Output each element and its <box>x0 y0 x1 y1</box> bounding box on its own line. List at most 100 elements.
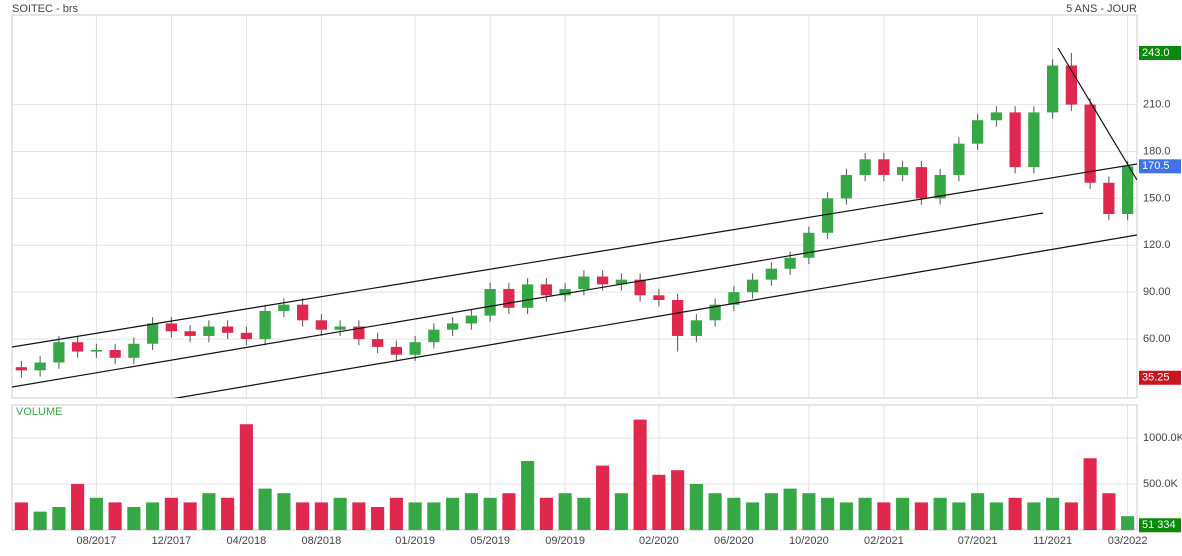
candle-body <box>240 332 252 340</box>
volume-bar <box>89 497 103 530</box>
x-tick-label: 04/2018 <box>226 535 266 547</box>
x-tick-label: 06/2020 <box>714 535 754 547</box>
volume-bar <box>333 497 347 530</box>
marks <box>14 52 1135 530</box>
chart-subtitle: 5 ANS - JOUR <box>1066 3 1137 15</box>
grid <box>12 15 1137 530</box>
volume-panel <box>11 404 1138 531</box>
candle-body <box>259 310 271 340</box>
candle-body <box>878 159 890 175</box>
candle-body <box>128 343 140 358</box>
candle-body <box>503 289 515 308</box>
volume-bar <box>821 497 835 530</box>
labels: 60.00 90.00 120.0 150.0 180.0 210.0 500.0K 1000… <box>76 45 1182 547</box>
volume-bar <box>539 497 553 530</box>
candle-body <box>634 279 646 296</box>
candle-body <box>578 276 590 290</box>
candle-body <box>484 289 496 316</box>
candle-body <box>72 342 84 352</box>
volume-bar <box>877 502 891 530</box>
y-tick-label: 1000.0K <box>1143 432 1182 444</box>
volume-bar <box>1046 497 1060 530</box>
volume-bar <box>596 465 610 530</box>
candle-body <box>372 339 384 347</box>
volume-bar <box>689 484 703 530</box>
volume-bar <box>1083 458 1097 530</box>
candle-body <box>540 284 552 296</box>
volume-bar <box>296 502 310 530</box>
candle-body <box>1065 65 1077 105</box>
candle-body <box>278 304 290 311</box>
candle-body <box>409 342 421 355</box>
volume-bar <box>802 493 816 530</box>
candle-body <box>53 342 65 363</box>
trend-line <box>173 234 1137 398</box>
volume-bar <box>989 502 1003 530</box>
candle-body <box>447 323 459 330</box>
volume-bar <box>408 502 422 530</box>
candle-body <box>465 315 477 324</box>
volume-bar <box>914 502 928 530</box>
candle-body <box>1047 65 1059 113</box>
x-tick-label: 05/2019 <box>470 535 510 547</box>
candle-body <box>972 120 984 144</box>
volume-bar <box>183 502 197 530</box>
x-tick-label: 02/2020 <box>639 535 679 547</box>
volume-bar <box>33 511 47 530</box>
trend-line <box>12 163 1137 348</box>
candle-body <box>90 350 102 352</box>
y-tick-label: 120.0 <box>1143 239 1171 251</box>
candle-body <box>897 167 909 175</box>
volume-bar <box>389 497 403 530</box>
y-tick-label: 60.00 <box>1143 333 1171 345</box>
candle-body <box>1103 182 1115 215</box>
candle-body <box>334 326 346 330</box>
volume-bar <box>727 497 741 530</box>
volume-badge-label: 51 334 <box>1142 519 1176 531</box>
y-tick-label: 210.0 <box>1143 98 1171 110</box>
trend-lines <box>12 47 1137 398</box>
volume-bar <box>746 502 760 530</box>
volume-bar <box>108 502 122 530</box>
candle-body <box>953 143 965 175</box>
volume-bar <box>614 493 628 530</box>
x-tick-label: 08/2017 <box>76 535 116 547</box>
y-tick-label: 180.0 <box>1143 145 1171 157</box>
candle-body <box>765 268 777 280</box>
volume-bar <box>464 493 478 530</box>
candle-body <box>559 289 571 296</box>
candle-body <box>1122 166 1134 215</box>
candle-body <box>353 326 365 340</box>
candle-body <box>615 279 627 285</box>
volume-bar <box>352 502 366 530</box>
candle-body <box>165 323 177 332</box>
volume-bar <box>14 502 28 530</box>
price-badge <box>1139 370 1181 385</box>
candle-body <box>390 346 402 355</box>
volume-bar <box>52 507 66 530</box>
candle-body <box>109 350 121 358</box>
volume-badge <box>1139 518 1181 533</box>
candle-body <box>522 284 534 308</box>
price-badge <box>1139 45 1181 60</box>
trend-line <box>1057 47 1137 181</box>
candle-body <box>203 326 215 336</box>
price-badge-label: 35.25 <box>1142 372 1170 384</box>
candle-body <box>709 304 721 321</box>
candle-body <box>15 367 27 371</box>
volume-bar <box>239 424 253 530</box>
y-tick-label: 90.00 <box>1143 286 1171 298</box>
volume-bar <box>1064 502 1078 530</box>
candle-body <box>784 257 796 269</box>
candle-body <box>315 320 327 330</box>
candle-body <box>597 276 609 285</box>
candle-body <box>297 304 309 321</box>
x-tick-label: 12/2017 <box>151 535 191 547</box>
volume-bar <box>446 497 460 530</box>
volume-bar <box>277 493 291 530</box>
volume-bar <box>1008 497 1022 530</box>
candle-body <box>990 112 1002 121</box>
x-tick-label: 03/2022 <box>1108 535 1148 547</box>
candle-body <box>728 292 740 305</box>
